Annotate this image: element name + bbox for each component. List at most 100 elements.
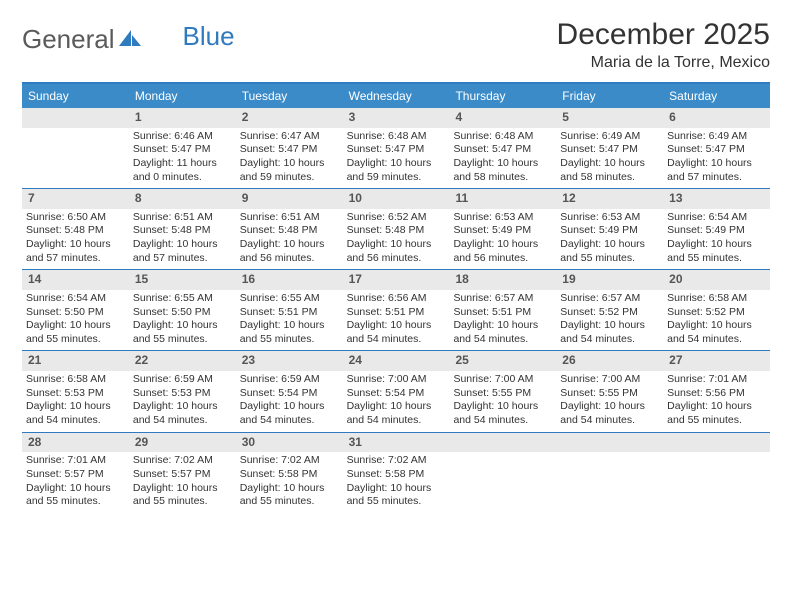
- day-number: 26: [556, 351, 663, 371]
- day-cell: 28Sunrise: 7:01 AMSunset: 5:57 PMDayligh…: [22, 433, 129, 513]
- day-cell: 22Sunrise: 6:59 AMSunset: 5:53 PMDayligh…: [129, 351, 236, 431]
- daylight-text: Daylight: 10 hours and 55 minutes.: [560, 238, 659, 265]
- day-cell: 10Sunrise: 6:52 AMSunset: 5:48 PMDayligh…: [343, 189, 450, 269]
- sunset-text: Sunset: 5:56 PM: [667, 387, 766, 401]
- day-content: Sunrise: 6:55 AMSunset: 5:50 PMDaylight:…: [133, 292, 232, 347]
- sunrise-text: Sunrise: 6:57 AM: [453, 292, 552, 306]
- daylight-text: Daylight: 10 hours and 58 minutes.: [560, 157, 659, 184]
- logo-text-1: General: [22, 24, 115, 55]
- day-content: Sunrise: 6:51 AMSunset: 5:48 PMDaylight:…: [240, 211, 339, 266]
- day-number: 10: [343, 189, 450, 209]
- daylight-text: Daylight: 10 hours and 55 minutes.: [347, 482, 446, 509]
- day-number: 6: [663, 108, 770, 128]
- day-content: Sunrise: 6:59 AMSunset: 5:53 PMDaylight:…: [133, 373, 232, 428]
- logo: General Blue: [22, 18, 235, 55]
- day-cell: 15Sunrise: 6:55 AMSunset: 5:50 PMDayligh…: [129, 270, 236, 350]
- daylight-text: Daylight: 10 hours and 56 minutes.: [453, 238, 552, 265]
- daylight-text: Daylight: 10 hours and 55 minutes.: [133, 482, 232, 509]
- day-cell: 17Sunrise: 6:56 AMSunset: 5:51 PMDayligh…: [343, 270, 450, 350]
- location: Maria de la Torre, Mexico: [557, 54, 770, 72]
- header: General Blue December 2025 Maria de la T…: [22, 18, 770, 72]
- sunset-text: Sunset: 5:48 PM: [133, 224, 232, 238]
- day-number: 28: [22, 433, 129, 453]
- sunrise-text: Sunrise: 6:51 AM: [240, 211, 339, 225]
- day-content: Sunrise: 6:49 AMSunset: 5:47 PMDaylight:…: [560, 130, 659, 185]
- week-row: 7Sunrise: 6:50 AMSunset: 5:48 PMDaylight…: [22, 189, 770, 270]
- day-number: 16: [236, 270, 343, 290]
- sunset-text: Sunset: 5:49 PM: [453, 224, 552, 238]
- logo-sail-icon: [117, 24, 143, 55]
- day-number: [449, 433, 556, 453]
- sunrise-text: Sunrise: 6:53 AM: [453, 211, 552, 225]
- weeks-container: 1Sunrise: 6:46 AMSunset: 5:47 PMDaylight…: [22, 108, 770, 513]
- day-number: [22, 108, 129, 128]
- sunset-text: Sunset: 5:53 PM: [133, 387, 232, 401]
- sunrise-text: Sunrise: 7:00 AM: [347, 373, 446, 387]
- dow-tuesday: Tuesday: [236, 84, 343, 108]
- sunrise-text: Sunrise: 6:46 AM: [133, 130, 232, 144]
- day-number: 3: [343, 108, 450, 128]
- dow-thursday: Thursday: [449, 84, 556, 108]
- sunrise-text: Sunrise: 6:48 AM: [347, 130, 446, 144]
- day-cell: 7Sunrise: 6:50 AMSunset: 5:48 PMDaylight…: [22, 189, 129, 269]
- daylight-text: Daylight: 10 hours and 57 minutes.: [667, 157, 766, 184]
- day-cell: 27Sunrise: 7:01 AMSunset: 5:56 PMDayligh…: [663, 351, 770, 431]
- dow-wednesday: Wednesday: [343, 84, 450, 108]
- day-content: Sunrise: 6:51 AMSunset: 5:48 PMDaylight:…: [133, 211, 232, 266]
- week-row: 21Sunrise: 6:58 AMSunset: 5:53 PMDayligh…: [22, 351, 770, 432]
- daylight-text: Daylight: 10 hours and 58 minutes.: [453, 157, 552, 184]
- sunrise-text: Sunrise: 6:49 AM: [560, 130, 659, 144]
- day-number: 27: [663, 351, 770, 371]
- day-content: Sunrise: 7:00 AMSunset: 5:55 PMDaylight:…: [453, 373, 552, 428]
- sunset-text: Sunset: 5:58 PM: [347, 468, 446, 482]
- day-content: Sunrise: 6:58 AMSunset: 5:53 PMDaylight:…: [26, 373, 125, 428]
- sunrise-text: Sunrise: 6:55 AM: [240, 292, 339, 306]
- day-cell: 5Sunrise: 6:49 AMSunset: 5:47 PMDaylight…: [556, 108, 663, 188]
- dow-friday: Friday: [556, 84, 663, 108]
- day-number: 12: [556, 189, 663, 209]
- day-content: Sunrise: 6:58 AMSunset: 5:52 PMDaylight:…: [667, 292, 766, 347]
- daylight-text: Daylight: 10 hours and 56 minutes.: [240, 238, 339, 265]
- sunset-text: Sunset: 5:48 PM: [347, 224, 446, 238]
- day-number: 31: [343, 433, 450, 453]
- day-content: Sunrise: 7:01 AMSunset: 5:56 PMDaylight:…: [667, 373, 766, 428]
- day-content: Sunrise: 7:02 AMSunset: 5:58 PMDaylight:…: [240, 454, 339, 509]
- day-number: 22: [129, 351, 236, 371]
- sunset-text: Sunset: 5:52 PM: [667, 306, 766, 320]
- sunrise-text: Sunrise: 7:00 AM: [453, 373, 552, 387]
- sunset-text: Sunset: 5:55 PM: [453, 387, 552, 401]
- daylight-text: Daylight: 10 hours and 55 minutes.: [667, 238, 766, 265]
- day-cell: 21Sunrise: 6:58 AMSunset: 5:53 PMDayligh…: [22, 351, 129, 431]
- daylight-text: Daylight: 10 hours and 55 minutes.: [667, 400, 766, 427]
- sunset-text: Sunset: 5:49 PM: [560, 224, 659, 238]
- day-number: 17: [343, 270, 450, 290]
- daylight-text: Daylight: 10 hours and 55 minutes.: [26, 482, 125, 509]
- daylight-text: Daylight: 10 hours and 54 minutes.: [347, 319, 446, 346]
- sunset-text: Sunset: 5:47 PM: [240, 143, 339, 157]
- day-number: 14: [22, 270, 129, 290]
- daylight-text: Daylight: 10 hours and 54 minutes.: [560, 319, 659, 346]
- day-content: Sunrise: 7:00 AMSunset: 5:54 PMDaylight:…: [347, 373, 446, 428]
- sunset-text: Sunset: 5:55 PM: [560, 387, 659, 401]
- day-content: Sunrise: 6:54 AMSunset: 5:49 PMDaylight:…: [667, 211, 766, 266]
- sunrise-text: Sunrise: 7:01 AM: [26, 454, 125, 468]
- calendar-page: General Blue December 2025 Maria de la T…: [0, 0, 792, 531]
- day-cell: 6Sunrise: 6:49 AMSunset: 5:47 PMDaylight…: [663, 108, 770, 188]
- sunset-text: Sunset: 5:51 PM: [240, 306, 339, 320]
- daylight-text: Daylight: 10 hours and 57 minutes.: [133, 238, 232, 265]
- day-content: Sunrise: 6:53 AMSunset: 5:49 PMDaylight:…: [453, 211, 552, 266]
- day-number: 7: [22, 189, 129, 209]
- daylight-text: Daylight: 10 hours and 54 minutes.: [453, 319, 552, 346]
- sunset-text: Sunset: 5:53 PM: [26, 387, 125, 401]
- day-content: Sunrise: 6:55 AMSunset: 5:51 PMDaylight:…: [240, 292, 339, 347]
- day-content: Sunrise: 6:53 AMSunset: 5:49 PMDaylight:…: [560, 211, 659, 266]
- sunset-text: Sunset: 5:57 PM: [133, 468, 232, 482]
- sunset-text: Sunset: 5:47 PM: [667, 143, 766, 157]
- sunset-text: Sunset: 5:47 PM: [347, 143, 446, 157]
- day-number: 29: [129, 433, 236, 453]
- week-row: 14Sunrise: 6:54 AMSunset: 5:50 PMDayligh…: [22, 270, 770, 351]
- sunrise-text: Sunrise: 6:54 AM: [667, 211, 766, 225]
- day-number: 13: [663, 189, 770, 209]
- day-number: 20: [663, 270, 770, 290]
- day-number: 1: [129, 108, 236, 128]
